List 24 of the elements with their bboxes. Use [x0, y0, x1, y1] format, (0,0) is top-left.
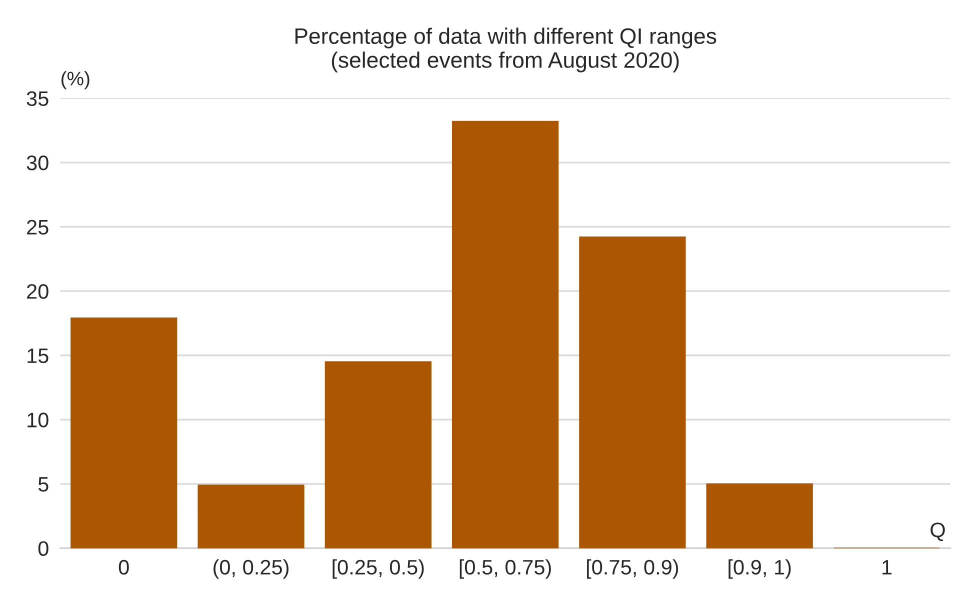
bar [706, 483, 813, 548]
x-tick-label: [0.5, 0.75) [460, 559, 551, 579]
bar [579, 236, 686, 548]
y-tick-label: 35 [26, 91, 48, 106]
y-tick-label: 5 [38, 477, 48, 492]
x-tick-label: 1 [882, 560, 892, 574]
bar [70, 318, 178, 548]
x-tick-label: [0.25, 0.5) [332, 559, 424, 579]
y-axis-title: (%) [61, 71, 90, 90]
y-tick-label: 15 [28, 348, 48, 364]
x-tick-label: [0.9, 1) [728, 559, 791, 579]
x-tick-label: 0 [118, 560, 129, 575]
bar [452, 120, 559, 548]
x-tick-label: (0, 0.25) [214, 559, 289, 579]
x-tick-label: [0.75, 0.9) [587, 559, 678, 579]
x-axis-title: Q [930, 522, 945, 542]
y-tick-label: 10 [28, 412, 48, 428]
y-tick-label: 30 [26, 156, 48, 170]
bar [324, 361, 432, 548]
y-tick-label: 0 [38, 541, 48, 556]
bar [198, 484, 304, 548]
y-tick-label: 20 [27, 284, 48, 299]
y-tick-label: 25 [27, 220, 48, 235]
chart-title: Percentage of data with different QI ranges (selected events from August 2020) [295, 28, 716, 72]
